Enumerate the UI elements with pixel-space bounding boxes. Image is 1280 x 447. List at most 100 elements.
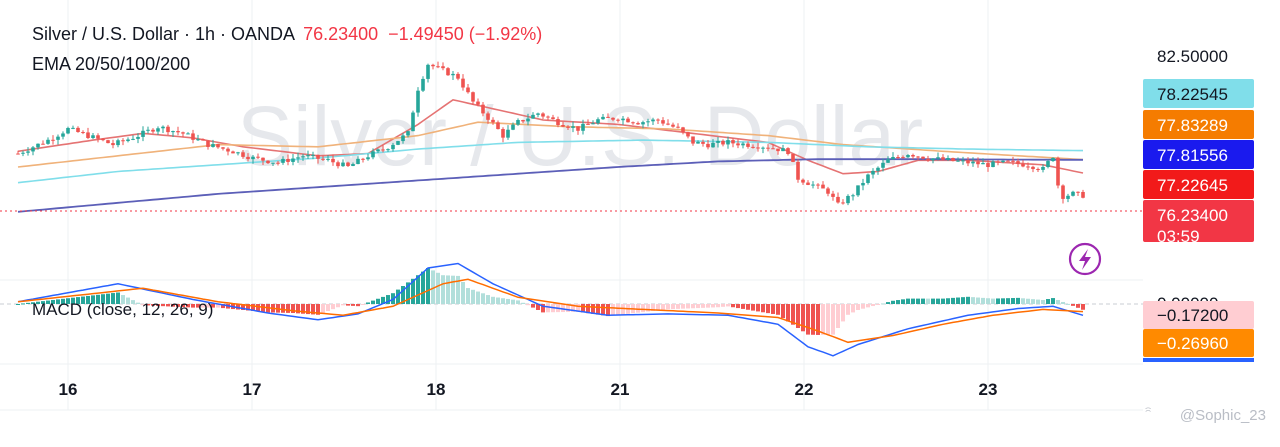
histogram-bar [986,298,990,304]
candle-body [206,140,210,147]
histogram-bar [596,304,600,315]
histogram-bar [126,297,130,304]
histogram-bar [516,300,520,304]
candle-body [121,140,125,142]
candle-body [381,149,385,151]
histogram-bar [806,304,810,335]
candle-body [806,182,810,185]
histogram-bar [861,304,865,309]
histogram-bar [656,304,660,311]
grid-lines [0,0,1143,411]
candle-body [781,148,785,152]
histogram-bar [376,298,380,304]
histogram-bar [171,304,175,307]
price-badge-label: 77.81556 [1157,146,1228,165]
histogram-bar [186,304,190,308]
histogram-bar [546,304,550,313]
candle-body [66,127,70,134]
candle-body [666,123,670,125]
candle-body [181,132,185,134]
histogram-bar [726,304,730,307]
candle-body [786,148,790,155]
histogram-bar [471,289,475,304]
histogram-bar [426,268,430,304]
histogram-bar [736,304,740,309]
histogram-bar [891,300,895,304]
histogram-bar [871,304,875,307]
candle-body [581,123,585,131]
candle-body [31,147,35,152]
candle-body [796,161,800,180]
histogram-bar [456,275,460,304]
histogram-bar [36,301,40,304]
histogram-bar [191,304,195,308]
price-badge-ema100 [1143,79,1254,108]
histogram-bar [1071,304,1075,306]
lightning-icon[interactable] [1068,242,1102,276]
candle-body [386,149,390,151]
histogram-bar [31,302,35,304]
candle-body [871,170,875,175]
candle-body [631,122,635,124]
macd-histogram [16,268,1085,335]
candle-body [1061,185,1065,199]
histogram-bar [431,270,435,304]
histogram-bar [1036,299,1040,304]
histogram-bar [91,295,95,304]
histogram-bar [1046,299,1050,304]
histogram-bar [691,304,695,309]
histogram-bar [826,304,830,335]
price-badges: 78.22545 77.83289 77.81556 77.22645 76.23400… [1143,79,1254,362]
candle-body [446,68,450,76]
histogram-bar [681,304,685,309]
candle-body [496,122,500,130]
candle-body [621,118,625,121]
candle-body [841,202,845,204]
histogram-bar [886,302,890,304]
candle-body [456,73,460,79]
candle-body [881,162,885,168]
histogram-bar [926,298,930,304]
candle-body [471,92,475,102]
histogram-bar [621,304,625,315]
histogram-bar [851,304,855,313]
candle-body [656,119,660,121]
price-change: −1.49450 (−1.92%) [388,24,542,44]
histogram-bar [531,304,535,308]
histogram-bar [211,304,215,308]
candle-body [741,143,745,146]
histogram-bar [831,304,835,335]
histogram-bar [731,304,735,308]
candle-body [886,159,890,163]
candle-body [971,161,975,164]
macd-line-badge [1143,358,1254,362]
histogram-bar [816,304,820,335]
candle-body [406,131,410,136]
candle-body [351,164,355,167]
candle-body [546,116,550,118]
candle-body [401,135,405,142]
histogram-bar [291,304,295,313]
histogram-bar [111,293,115,304]
candle-body [946,157,950,160]
candle-body [731,140,735,144]
candle-body [846,195,850,204]
histogram-bar [66,298,70,304]
histogram-bar [56,299,60,304]
histogram-bar [381,296,385,304]
histogram-bar [941,298,945,304]
candle-body [651,119,655,122]
histogram-bar [351,304,355,306]
histogram-bar [206,304,210,308]
histogram-bar [991,298,995,304]
candle-body [1016,161,1020,164]
candle-body [221,147,225,149]
histogram-bar [866,304,870,308]
histogram-bar [856,304,860,310]
histogram-bar [151,304,155,306]
price-badge-ema50 [1143,110,1254,139]
histogram-bar [76,297,80,304]
histogram-bar [601,304,605,316]
histogram-bar [106,293,110,304]
